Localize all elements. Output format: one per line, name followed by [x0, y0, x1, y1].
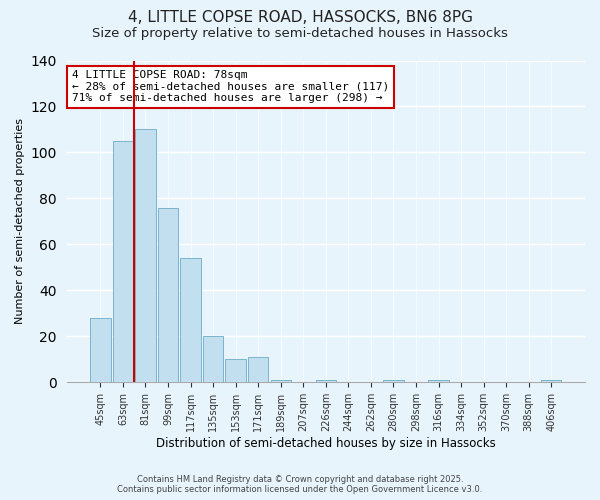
Bar: [248, 357, 268, 382]
Bar: [136, 130, 155, 382]
Bar: [226, 360, 246, 382]
X-axis label: Distribution of semi-detached houses by size in Hassocks: Distribution of semi-detached houses by …: [156, 437, 496, 450]
Bar: [113, 141, 133, 382]
Bar: [203, 336, 223, 382]
Text: 4, LITTLE COPSE ROAD, HASSOCKS, BN6 8PG: 4, LITTLE COPSE ROAD, HASSOCKS, BN6 8PG: [128, 10, 473, 25]
Bar: [158, 208, 178, 382]
Text: Size of property relative to semi-detached houses in Hassocks: Size of property relative to semi-detach…: [92, 28, 508, 40]
Y-axis label: Number of semi-detached properties: Number of semi-detached properties: [15, 118, 25, 324]
Bar: [271, 380, 291, 382]
Bar: [428, 380, 449, 382]
Text: Contains HM Land Registry data © Crown copyright and database right 2025.: Contains HM Land Registry data © Crown c…: [137, 474, 463, 484]
Bar: [90, 318, 110, 382]
Bar: [181, 258, 200, 382]
Text: 4 LITTLE COPSE ROAD: 78sqm
← 28% of semi-detached houses are smaller (117)
71% o: 4 LITTLE COPSE ROAD: 78sqm ← 28% of semi…: [72, 70, 389, 103]
Bar: [316, 380, 336, 382]
Text: Contains public sector information licensed under the Open Government Licence v3: Contains public sector information licen…: [118, 484, 482, 494]
Bar: [383, 380, 404, 382]
Bar: [541, 380, 562, 382]
